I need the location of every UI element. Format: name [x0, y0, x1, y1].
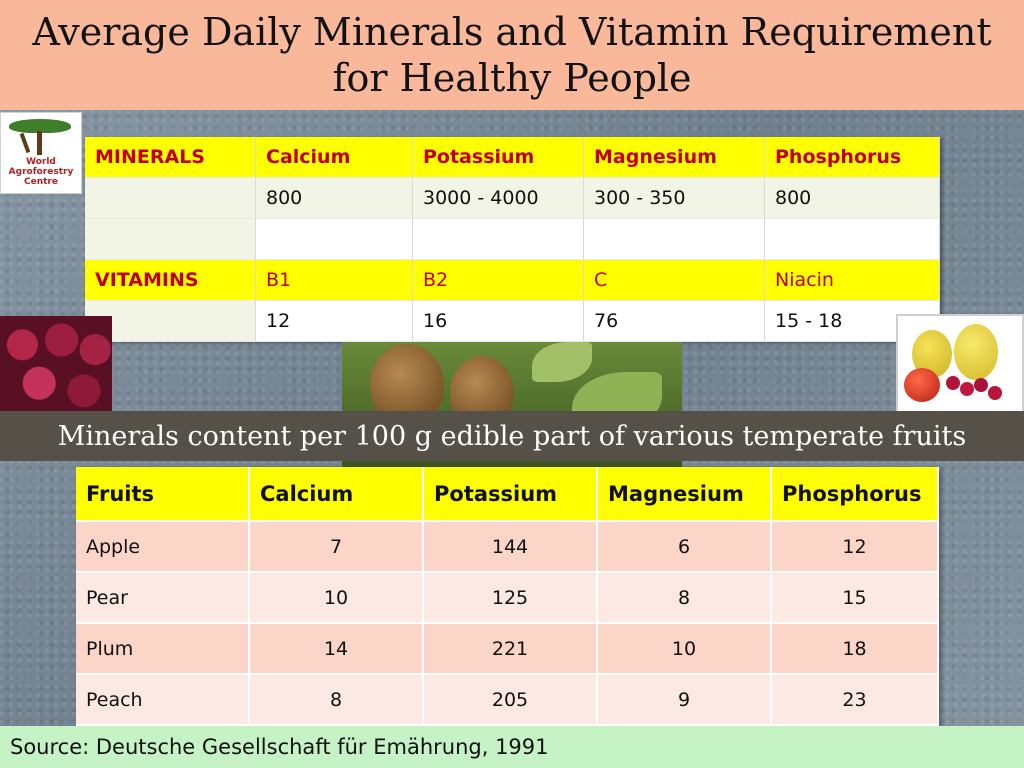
- value-cell: 125: [423, 572, 598, 624]
- vitamin-header-cell: B1: [255, 259, 413, 301]
- empty-cell: [85, 177, 256, 219]
- value-cell: 14: [249, 623, 424, 675]
- empty-cell: [412, 218, 584, 260]
- plums-photo: [0, 316, 112, 412]
- table-row: Apple 7 144 6 12: [76, 521, 939, 573]
- value-cell: 221: [423, 623, 598, 675]
- vitamin-value-cell: 12: [255, 300, 413, 342]
- empty-cell: [583, 218, 765, 260]
- pear-shape: [954, 324, 998, 380]
- berry-shape: [960, 382, 974, 396]
- tree-crown-shape: [9, 119, 71, 133]
- leaf-shape: [532, 342, 592, 382]
- value-cell: 8: [597, 572, 772, 624]
- mineral-value-cell: 800: [255, 177, 413, 219]
- spacer-row: [85, 218, 940, 260]
- vitamin-value-cell: 76: [583, 300, 765, 342]
- mineral-header-cell: Phosphorus: [764, 137, 940, 178]
- table-row: Pear 10 125 8 15: [76, 572, 939, 624]
- column-header: Potassium: [423, 467, 598, 522]
- value-cell: 8: [249, 674, 424, 726]
- fruit-name-cell: Apple: [76, 521, 250, 573]
- empty-cell: [255, 218, 413, 260]
- berry-shape: [988, 386, 1002, 400]
- mineral-header-cell: Magnesium: [583, 137, 765, 178]
- value-cell: 10: [249, 572, 424, 624]
- mineral-header-cell: Calcium: [255, 137, 413, 178]
- value-cell: 15: [771, 572, 939, 624]
- vitamin-values-row: 12 16 76 15 - 18: [85, 300, 940, 342]
- column-header: Fruits: [76, 467, 250, 522]
- vitamin-header-cell: Niacin: [764, 259, 940, 301]
- column-header: Calcium: [249, 467, 424, 522]
- logo-text: World Agroforestry Centre: [8, 157, 74, 187]
- table-row: Peach 8 205 9 23: [76, 674, 939, 726]
- world-agroforestry-logo: World Agroforestry Centre: [0, 112, 82, 194]
- title-line-2: for Healthy People: [332, 56, 692, 100]
- tree-trunk-shape: [37, 131, 42, 155]
- fruit-table-header-row: Fruits Calcium Potassium Magnesium Phosp…: [76, 467, 939, 522]
- fruit-table-caption: Minerals content per 100 g edible part o…: [0, 411, 1024, 461]
- value-cell: 6: [597, 521, 772, 573]
- berry-shape: [974, 378, 988, 392]
- mineral-value-cell: 3000 - 4000: [412, 177, 584, 219]
- title-line-1: Average Daily Minerals and Vitamin Requi…: [32, 10, 992, 54]
- fruit-minerals-table: Fruits Calcium Potassium Magnesium Phosp…: [76, 467, 939, 726]
- value-cell: 144: [423, 521, 598, 573]
- value-cell: 18: [771, 623, 939, 675]
- requirements-table-container: MINERALS Calcium Potassium Magnesium Pho…: [85, 137, 940, 342]
- fruit-name-cell: Pear: [76, 572, 250, 624]
- column-header: Magnesium: [597, 467, 772, 522]
- value-cell: 12: [771, 521, 939, 573]
- value-cell: 7: [249, 521, 424, 573]
- value-cell: 9: [597, 674, 772, 726]
- empty-cell: [85, 218, 256, 260]
- mineral-values-row: 800 3000 - 4000 300 - 350 800: [85, 177, 940, 219]
- minerals-label: MINERALS: [85, 137, 256, 178]
- mineral-value-cell: 300 - 350: [583, 177, 765, 219]
- vitamins-label: VITAMINS: [85, 259, 256, 301]
- table-row: Plum 14 221 10 18: [76, 623, 939, 675]
- vitamin-header-cell: B2: [412, 259, 584, 301]
- mineral-value-cell: 800: [764, 177, 940, 219]
- empty-cell: [85, 300, 256, 342]
- mixed-fruits-photo: [896, 314, 1024, 416]
- source-citation: Source: Deutsche Gesellschaft für Emähru…: [0, 726, 1024, 768]
- berry-shape: [946, 376, 960, 390]
- fruit-name-cell: Plum: [76, 623, 250, 675]
- vitamins-header-row: VITAMINS B1 B2 C Niacin: [85, 259, 940, 301]
- empty-cell: [764, 218, 940, 260]
- requirements-table: MINERALS Calcium Potassium Magnesium Pho…: [85, 137, 940, 342]
- value-cell: 23: [771, 674, 939, 726]
- value-cell: 205: [423, 674, 598, 726]
- value-cell: 10: [597, 623, 772, 675]
- slide-title: Average Daily Minerals and Vitamin Requi…: [0, 0, 1024, 110]
- vitamin-value-cell: 16: [412, 300, 584, 342]
- fruit-minerals-table-container: Fruits Calcium Potassium Magnesium Phosp…: [76, 467, 939, 726]
- column-header: Phosphorus: [771, 467, 939, 522]
- apple-shape: [904, 368, 940, 402]
- tree-trunk-shape-2: [19, 132, 31, 154]
- mineral-header-cell: Potassium: [412, 137, 584, 178]
- fruit-name-cell: Peach: [76, 674, 250, 726]
- minerals-header-row: MINERALS Calcium Potassium Magnesium Pho…: [85, 137, 940, 178]
- vitamin-header-cell: C: [583, 259, 765, 301]
